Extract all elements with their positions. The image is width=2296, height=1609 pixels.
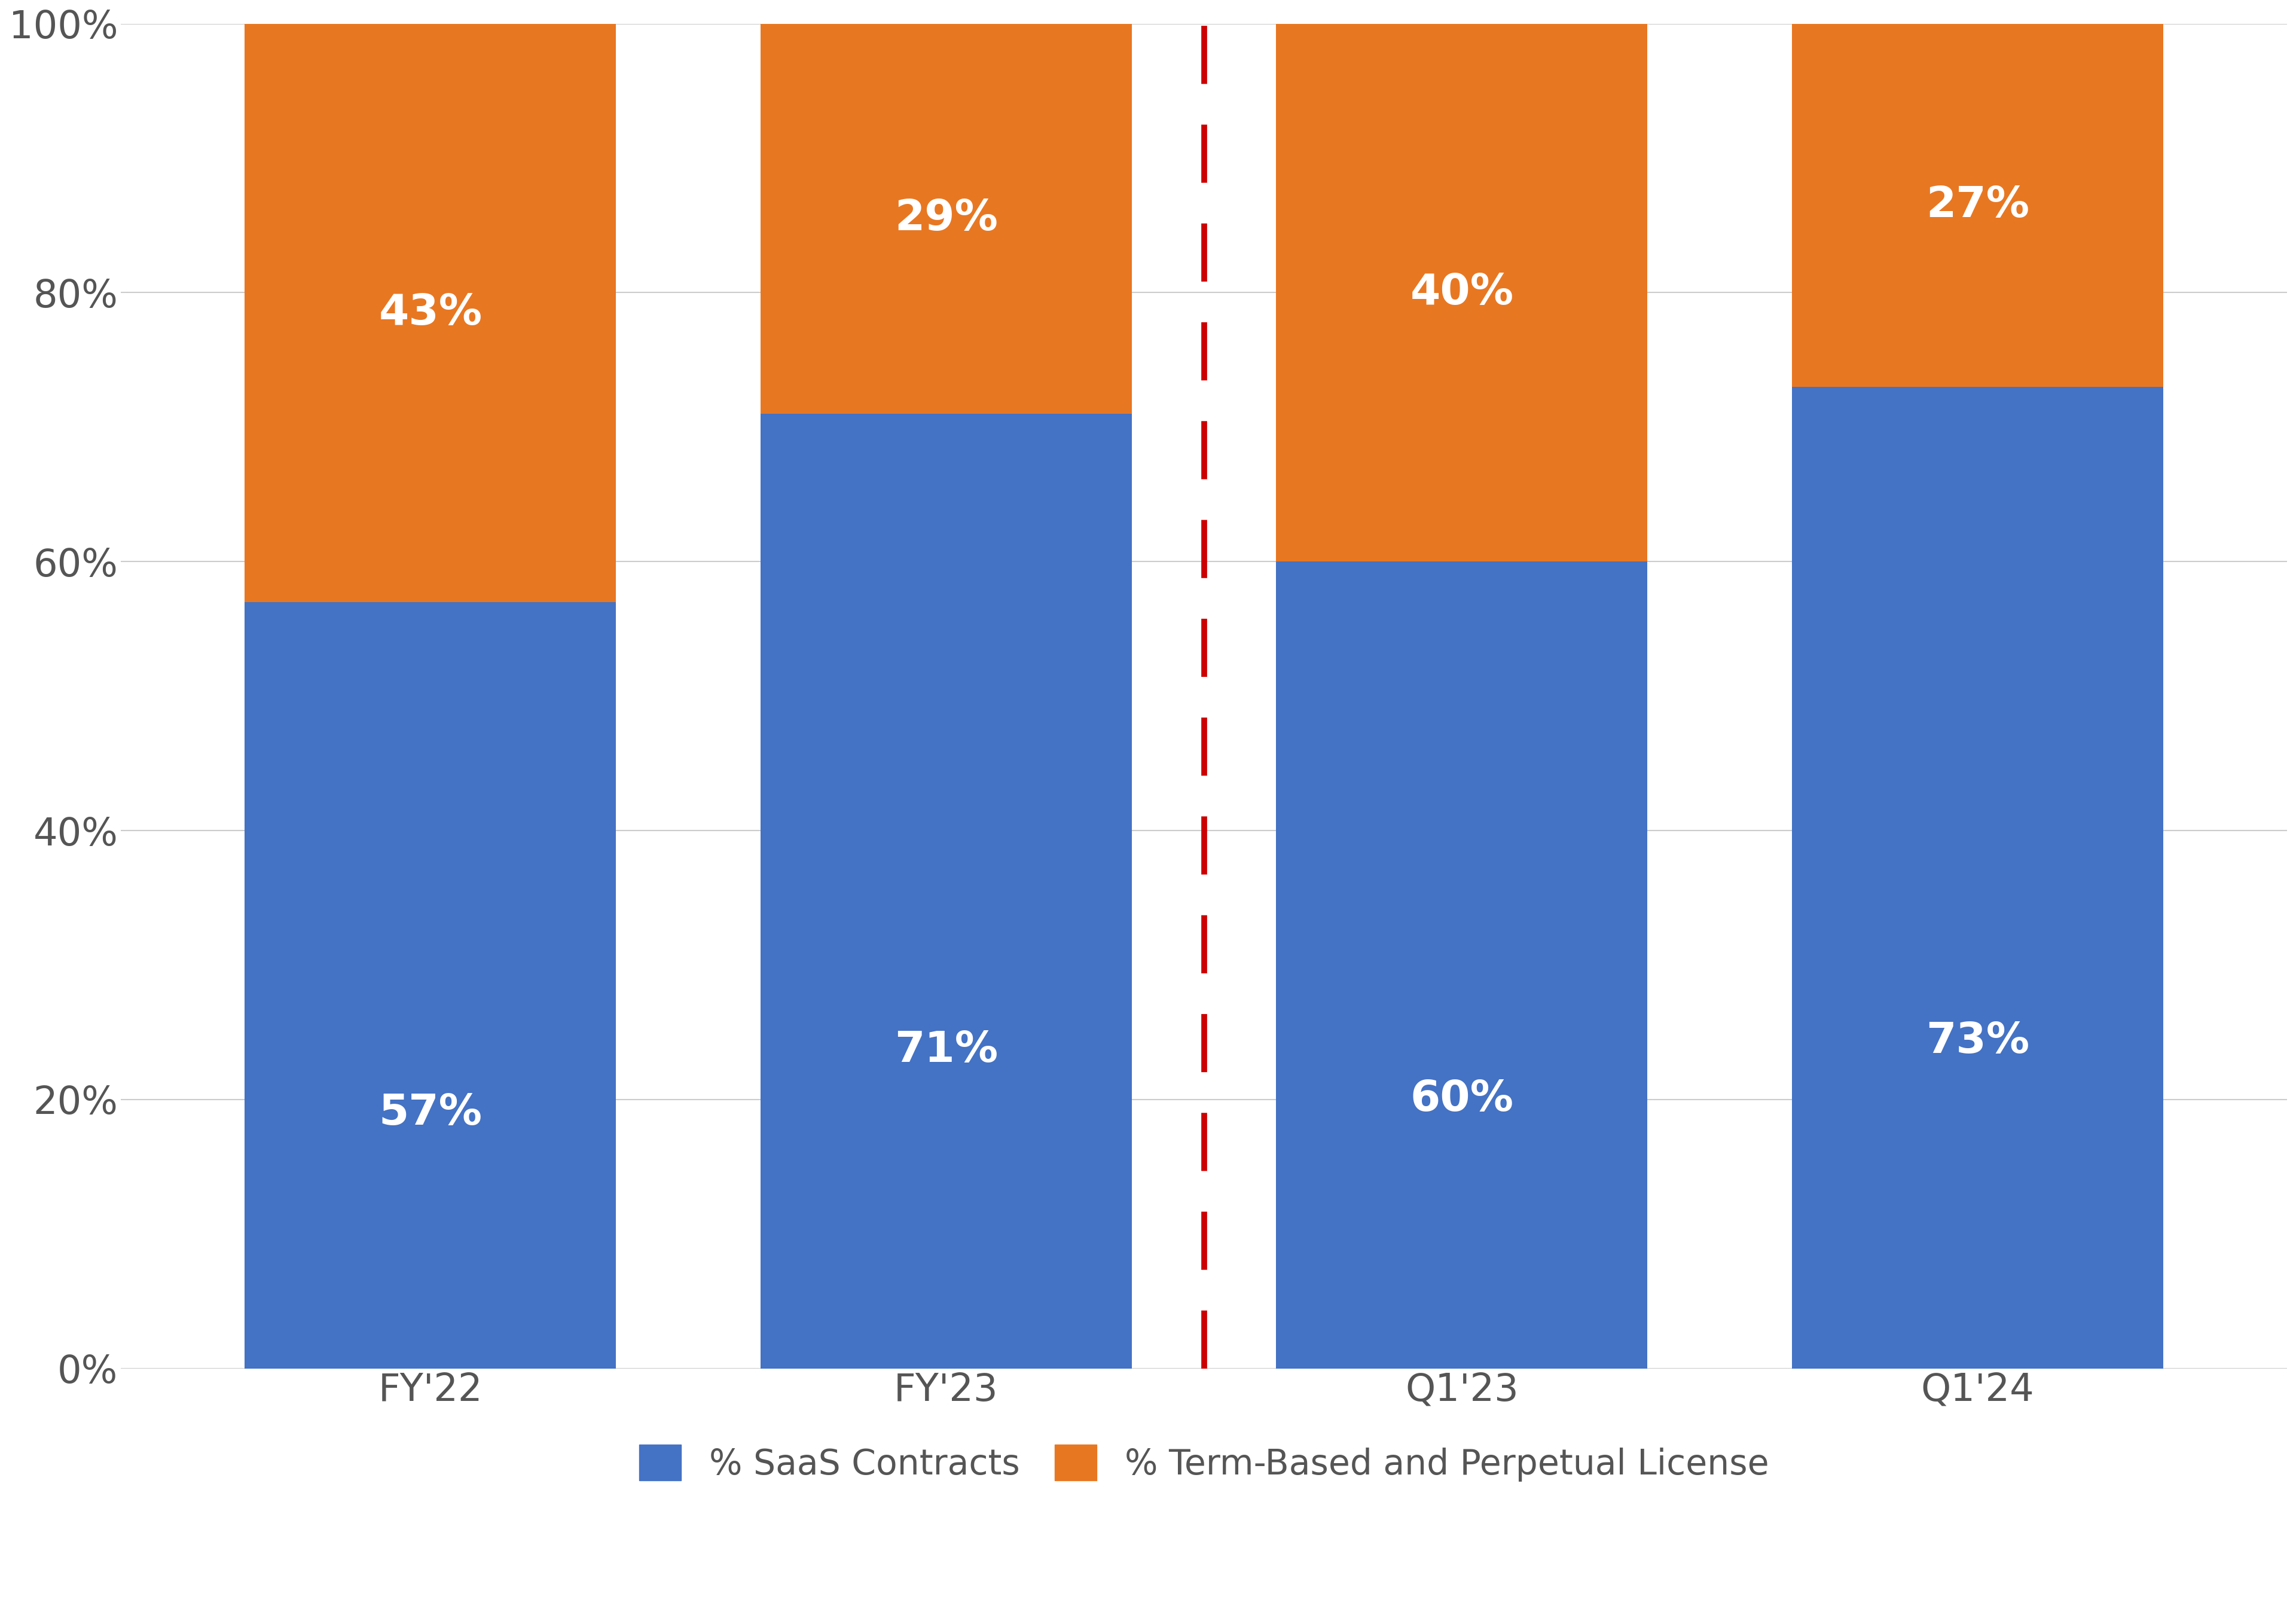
Bar <box>1277 562 1649 1369</box>
Legend: % SaaS Contracts, % Term-Based and Perpetual License: % SaaS Contracts, % Term-Based and Perpe… <box>622 1427 1786 1500</box>
Bar <box>760 24 1132 414</box>
Bar <box>760 414 1132 1369</box>
Text: 43%: 43% <box>379 293 482 333</box>
Text: 27%: 27% <box>1926 185 2030 225</box>
Bar <box>1277 24 1649 562</box>
Bar <box>1791 24 2163 386</box>
Text: 73%: 73% <box>1926 1020 2030 1062</box>
Text: 71%: 71% <box>895 1030 999 1072</box>
Text: 40%: 40% <box>1410 272 1513 314</box>
Text: 29%: 29% <box>895 198 999 240</box>
Text: 60%: 60% <box>1410 1080 1513 1120</box>
Bar <box>1791 386 2163 1369</box>
Text: 57%: 57% <box>379 1093 482 1134</box>
Bar <box>246 24 615 602</box>
Bar <box>246 602 615 1369</box>
